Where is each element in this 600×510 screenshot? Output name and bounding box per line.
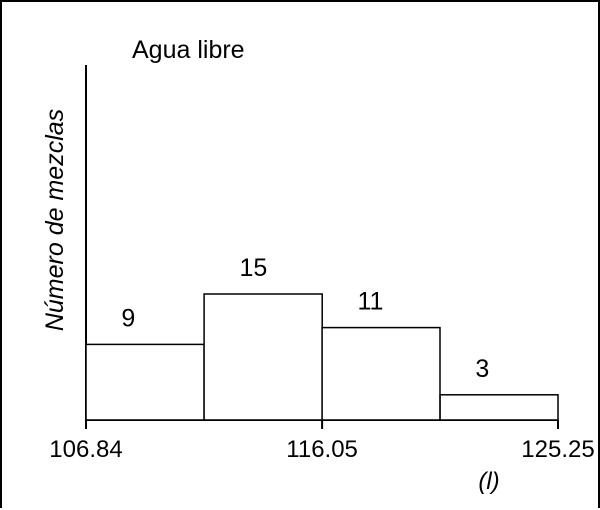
x-axis-unit: (l) (478, 468, 499, 495)
bar-value-label-3: 11 (358, 288, 384, 316)
histogram-bar-1 (85, 343, 205, 421)
bar-value-label-2: 15 (240, 254, 268, 282)
chart-title: Agua libre (132, 36, 245, 64)
x-tick-label-1: 106.84 (49, 436, 122, 463)
x-tick-label-3: 125.25 (521, 436, 594, 463)
ticks-layer: 106.84 116.05 125.25 (49, 420, 595, 463)
x-tick-label-2: 116.05 (286, 436, 358, 463)
histogram-bar-2 (203, 293, 323, 421)
histogram-bar-4 (439, 394, 559, 421)
bar-value-label-1: 9 (121, 304, 135, 332)
bar-value-label-4: 3 (475, 355, 489, 383)
y-axis-label: Número de mezclas (41, 109, 69, 331)
bars-layer: 9 15 11 3 (85, 254, 559, 421)
histogram-bar-3 (321, 326, 441, 421)
